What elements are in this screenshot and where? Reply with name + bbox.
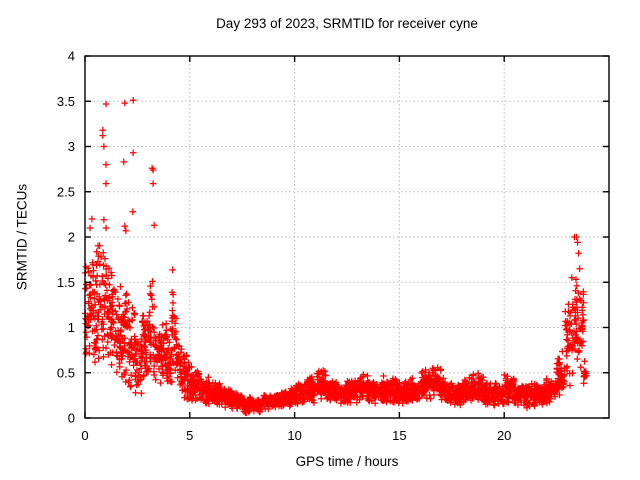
x-tick-label: 15 [392,428,406,443]
y-tick-label: 4 [68,49,75,64]
y-tick-label: 2 [68,230,75,245]
y-tick-label: 3.5 [57,94,75,109]
y-tick-label: 3 [68,139,75,154]
chart-title: Day 293 of 2023, SRMTID for receiver cyn… [216,16,478,31]
x-tick-label: 10 [287,428,301,443]
y-tick-label: 1.5 [57,275,75,290]
x-axis-label: GPS time / hours [295,454,399,469]
x-tick-label: 0 [81,428,88,443]
y-tick-label: 0.5 [57,365,75,380]
y-tick-label: 2.5 [57,184,75,199]
y-tick-label: 0 [68,411,75,426]
x-tick-label: 5 [186,428,193,443]
y-tick-label: 1 [68,320,75,335]
x-tick-label: 20 [497,428,511,443]
scatter-points [82,97,590,417]
y-axis-label: SRMTID / TECUs [14,183,30,291]
